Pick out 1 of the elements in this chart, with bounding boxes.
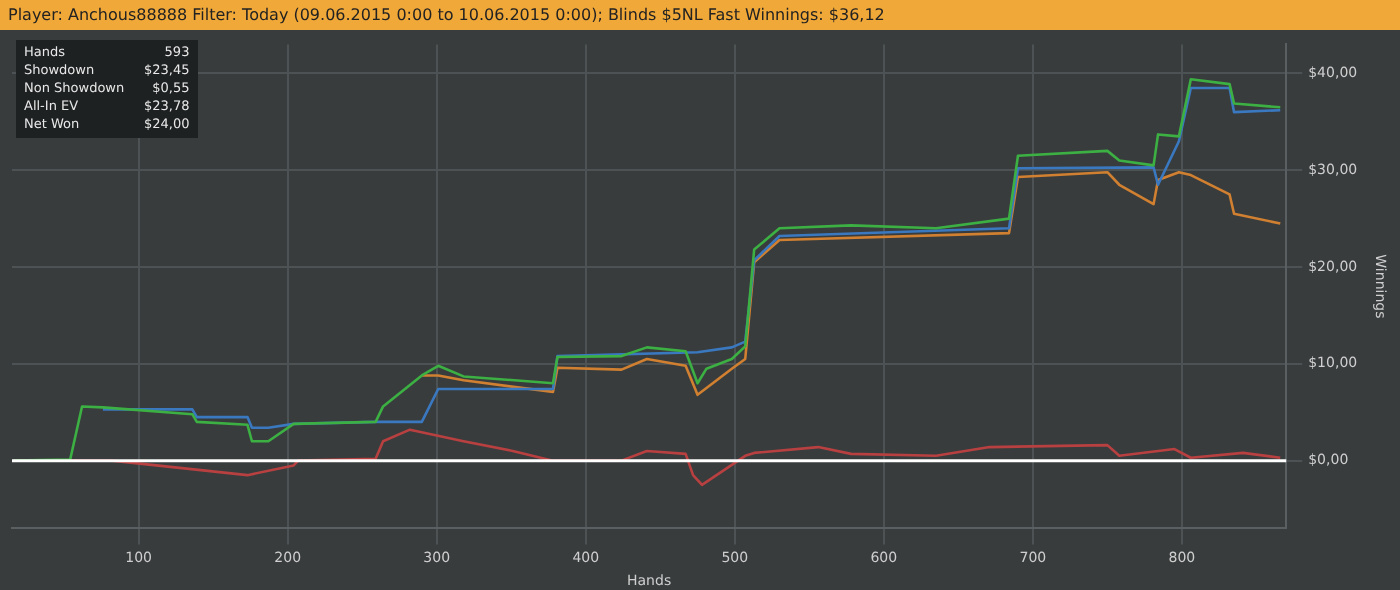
chart-title: Player: Anchous88888 Filter: Today (09.06.2015 0:00 to 10.06.2015 0:00); Blinds $5NL Fast Winnings: $36,12: [0, 0, 1400, 30]
